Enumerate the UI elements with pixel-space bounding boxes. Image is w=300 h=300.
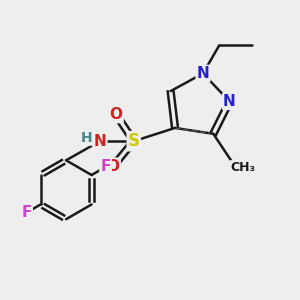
Text: S: S xyxy=(128,132,140,150)
Text: O: O xyxy=(107,159,120,174)
Text: F: F xyxy=(100,159,111,174)
Text: F: F xyxy=(21,205,32,220)
Text: O: O xyxy=(110,107,123,122)
Text: CH₃: CH₃ xyxy=(230,161,255,174)
Text: N: N xyxy=(196,66,209,81)
Text: H: H xyxy=(81,130,92,145)
Text: N: N xyxy=(94,134,106,149)
Text: N: N xyxy=(223,94,236,109)
